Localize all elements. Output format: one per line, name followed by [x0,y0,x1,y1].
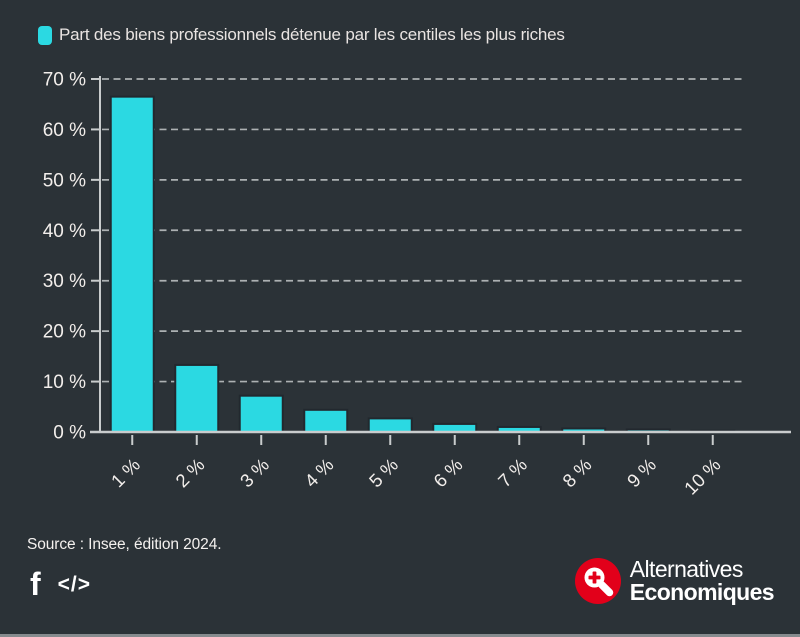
y-tick-label: 20 % [43,322,86,343]
y-tick-label: 40 % [43,221,86,242]
y-tick-label: 10 % [43,372,86,393]
y-tick-label: 70 % [43,70,86,91]
x-tick-label: 6 % [429,454,466,491]
x-tick-label: 4 % [300,454,337,491]
chart-title: Part des biens professionnels détenue pa… [59,25,565,44]
y-tick-label: 60 % [43,120,86,141]
bar-chart: 0 % 10 % 20 % 30 % 40 % 50 % 60 % 70 % 1 % 2 % 3 %… [43,70,791,499]
bar-3pct[interactable] [238,394,284,434]
brand-block[interactable]: Alternatives Economiques [574,556,775,605]
x-tick-label: 9 % [623,454,660,491]
y-tick-label: 0 % [53,423,86,444]
chart-legend: Part des biens professionnels détenue pa… [38,25,565,45]
brand-name-line1: Alternatives [629,556,744,582]
facebook-icon[interactable]: f [30,566,41,602]
y-tick-label: 50 % [43,170,86,191]
source-note: Source : Insee, édition 2024. [27,536,222,553]
y-tick-label: 30 % [43,271,86,292]
brand-name-line2: Economiques [629,579,775,605]
share-bar: f </> [30,566,92,602]
x-tick-label: 2 % [171,454,208,491]
x-tick-label: 10 % [680,454,725,499]
x-tick-label: 1 % [107,454,144,491]
bar-5pct[interactable] [367,417,413,433]
bar-1pct[interactable] [109,95,155,434]
embed-code-icon[interactable]: </> [57,573,92,596]
bar-2pct[interactable] [174,363,220,433]
x-tick-label: 5 % [365,454,402,491]
x-tick-label: 8 % [558,454,595,491]
x-tick-label: 3 % [236,454,273,491]
brand-wordmark: Alternatives Economiques [629,556,775,605]
bar-4pct[interactable] [303,408,349,434]
x-tick-label: 7 % [494,454,531,491]
legend-swatch [38,25,52,45]
magnifier-plus-logo-icon [574,558,621,604]
